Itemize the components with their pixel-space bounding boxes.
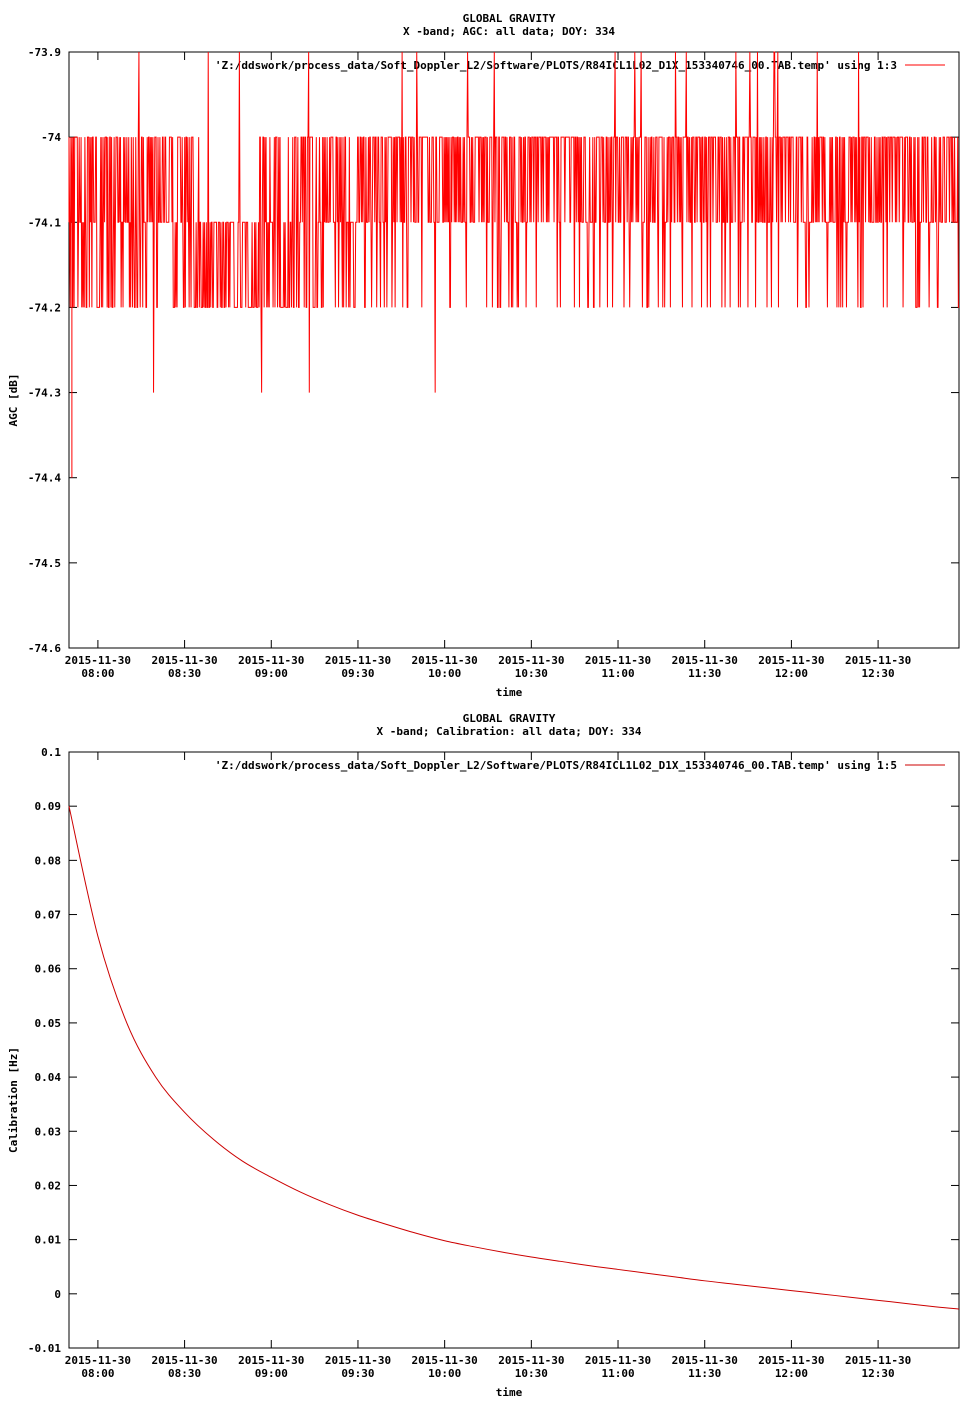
x-tick-time-label: 11:00: [601, 1367, 634, 1380]
x-tick-time-label: 12:30: [862, 667, 895, 680]
x-axis-label: time: [496, 1386, 523, 1399]
legend-entry: 'Z:/ddswork/process_data/Soft_Doppler_L2…: [215, 759, 897, 772]
x-tick-date-label: 2015-11-30: [65, 654, 131, 667]
x-tick-time-label: 09:00: [255, 1367, 288, 1380]
y-tick-label: -74: [41, 131, 61, 144]
x-tick-time-label: 10:30: [515, 1367, 548, 1380]
x-tick-date-label: 2015-11-30: [585, 1354, 651, 1367]
x-tick-time-label: 11:30: [688, 1367, 721, 1380]
y-tick-label: -74.6: [28, 642, 61, 655]
series-line-agc: [68, 51, 959, 478]
x-tick-date-label: 2015-11-30: [151, 654, 217, 667]
y-tick-label: 0.06: [35, 963, 62, 976]
x-tick-time-label: 08:00: [81, 1367, 114, 1380]
x-tick-date-label: 2015-11-30: [325, 1354, 391, 1367]
x-axis-label: time: [496, 686, 523, 699]
x-tick-time-label: 08:30: [168, 1367, 201, 1380]
y-tick-label: 0.01: [35, 1234, 62, 1247]
x-tick-time-label: 08:30: [168, 667, 201, 680]
x-tick-date-label: 2015-11-30: [845, 1354, 911, 1367]
x-tick-time-label: 09:30: [341, 1367, 374, 1380]
y-tick-label: 0.03: [35, 1125, 62, 1138]
x-tick-date-label: 2015-11-30: [845, 654, 911, 667]
plot-frame: [68, 51, 960, 649]
x-tick-date-label: 2015-11-30: [758, 1354, 824, 1367]
legend-entry: 'Z:/ddswork/process_data/Soft_Doppler_L2…: [215, 59, 897, 72]
x-tick-time-label: 11:30: [688, 667, 721, 680]
x-tick-time-label: 12:00: [775, 1367, 808, 1380]
x-tick-date-label: 2015-11-30: [325, 654, 391, 667]
x-tick-time-label: 12:30: [862, 1367, 895, 1380]
y-tick-label: 0.02: [35, 1179, 62, 1192]
y-tick-label: -73.9: [28, 46, 61, 59]
x-tick-time-label: 08:00: [81, 667, 114, 680]
x-tick-date-label: 2015-11-30: [151, 1354, 217, 1367]
y-tick-label: -0.01: [28, 1342, 61, 1355]
chart-subtitle: X -band; Calibration: all data; DOY: 334: [377, 725, 642, 738]
y-tick-label: -74.3: [28, 387, 61, 400]
x-tick-time-label: 09:30: [341, 667, 374, 680]
x-tick-time-label: 12:00: [775, 667, 808, 680]
y-tick-label: 0.08: [35, 854, 62, 867]
x-tick-date-label: 2015-11-30: [672, 654, 738, 667]
x-tick-time-label: 10:30: [515, 667, 548, 680]
chart-title: GLOBAL GRAVITY: [463, 712, 556, 725]
y-tick-label: 0.04: [35, 1071, 62, 1084]
x-tick-date-label: 2015-11-30: [65, 1354, 131, 1367]
plot-frame: [68, 751, 960, 1349]
x-tick-date-label: 2015-11-30: [758, 654, 824, 667]
y-tick-label: -74.1: [28, 216, 61, 229]
y-tick-label: 0.07: [35, 909, 62, 922]
y-tick-label: 0.09: [35, 800, 62, 813]
series-line-calibration: [68, 806, 960, 1310]
x-tick-time-label: 10:00: [428, 667, 461, 680]
chart-subtitle: X -band; AGC: all data; DOY: 334: [403, 25, 615, 38]
chart-title: GLOBAL GRAVITY: [463, 12, 556, 25]
y-tick-label: -74.4: [28, 472, 61, 485]
x-tick-date-label: 2015-11-30: [498, 654, 564, 667]
x-tick-time-label: 10:00: [428, 1367, 461, 1380]
y-tick-label: 0.1: [41, 746, 61, 759]
x-tick-date-label: 2015-11-30: [238, 654, 304, 667]
x-tick-date-label: 2015-11-30: [238, 1354, 304, 1367]
x-tick-date-label: 2015-11-30: [672, 1354, 738, 1367]
y-tick-label: 0: [54, 1288, 61, 1301]
y-tick-label: 0.05: [35, 1017, 62, 1030]
x-tick-date-label: 2015-11-30: [412, 654, 478, 667]
y-axis-label: Calibration [Hz]: [7, 1047, 20, 1153]
x-tick-time-label: 11:00: [601, 667, 634, 680]
y-axis-label: AGC [dB]: [7, 374, 20, 427]
x-tick-time-label: 09:00: [255, 667, 288, 680]
y-tick-label: -74.5: [28, 557, 61, 570]
x-tick-date-label: 2015-11-30: [585, 654, 651, 667]
x-tick-date-label: 2015-11-30: [412, 1354, 478, 1367]
y-tick-label: -74.2: [28, 301, 61, 314]
x-tick-date-label: 2015-11-30: [498, 1354, 564, 1367]
